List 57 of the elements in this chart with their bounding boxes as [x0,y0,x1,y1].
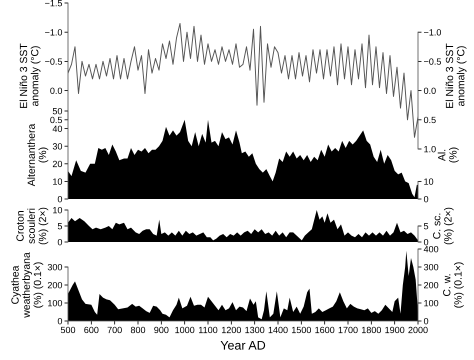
y2-axis-title: El Niño 3 SST anomaly (°C) [446,44,466,108]
x-tick-label: 1800 [362,326,382,334]
x-tick-label: 1900 [385,326,404,334]
y2-tick-label: 0 [424,238,428,246]
x-tick-label: 1100 [198,326,218,334]
y-axis-title: Croton scouleri (%) (2×) [16,208,48,244]
y-tick-label: 100 [48,300,62,306]
y2-axis-title: C. w. (%) (0.1×) [443,262,464,308]
x-tick-label: 1700 [338,326,358,334]
x-axis-title: Year AD [220,340,266,350]
y-tick-label: −1.5 [45,0,62,6]
y-tick-label: 50 [52,108,62,114]
y-tick-label: 20 [52,160,62,168]
x-tick-label: 500 [60,326,76,334]
y2-tick-label: 0 [424,196,428,202]
x-tick-label: 1500 [292,326,312,334]
y2-tick-label: 0.0 [424,88,436,94]
y-tick-label: −1.0 [45,29,62,36]
y-tick-label: 5 [58,223,62,230]
y-tick-label: 0 [58,196,62,202]
y2-tick-label: 200 [424,282,438,288]
x-tick-label: 1400 [268,326,288,334]
y-tick-label: 0.5 [50,116,62,124]
y2-axis-title: Al. (%) [438,148,459,162]
x-tick-label: 1600 [315,326,334,334]
y-axis-title: El Niño 3 SST anomaly (°C) [20,44,40,108]
y2-tick-label: 100 [424,300,438,306]
x-tick-label: 1000 [175,326,194,334]
y2-tick-label: 300 [424,264,438,270]
y2-tick-label: −0.5 [424,58,441,65]
y-tick-label: 0.0 [50,88,62,94]
x-tick-label: 1300 [245,326,264,334]
y2-tick-label: 0.5 [424,116,436,124]
y2-axis-title: C. sc. (%) (2×) [433,208,454,244]
y-axis-title: Cyathea weatherbyana (%) (0.1×) [11,252,44,318]
y2-tick-label: −1.0 [424,29,442,36]
y-tick-label: 10 [53,206,62,214]
y-tick-label: −0.5 [45,58,62,65]
x-tick-label: 800 [130,326,146,334]
y2-tick-label: 10 [424,178,434,185]
y2-tick-label: 400 [424,246,438,252]
y2-tick-label: 0 [424,318,428,324]
y2-tick-label: 5 [424,223,428,230]
y-tick-label: 300 [48,264,62,270]
y-tick-label: 0 [58,238,62,246]
y-tick-label: 10 [53,178,62,185]
y-tick-label: 0 [58,318,62,324]
x-tick-label: 600 [84,326,99,334]
y2-tick-label: 1.0 [424,146,436,152]
x-tick-label: 2000 [408,326,428,334]
x-tick-label: 1200 [222,326,242,334]
y-tick-label: 200 [48,282,62,288]
x-tick-label: 700 [108,326,122,334]
y-axis-title: Alternanthera (%) [27,124,48,186]
x-tick-label: 900 [154,326,169,334]
y-tick-label: 40 [52,126,62,132]
y-tick-label: 30 [52,143,62,150]
